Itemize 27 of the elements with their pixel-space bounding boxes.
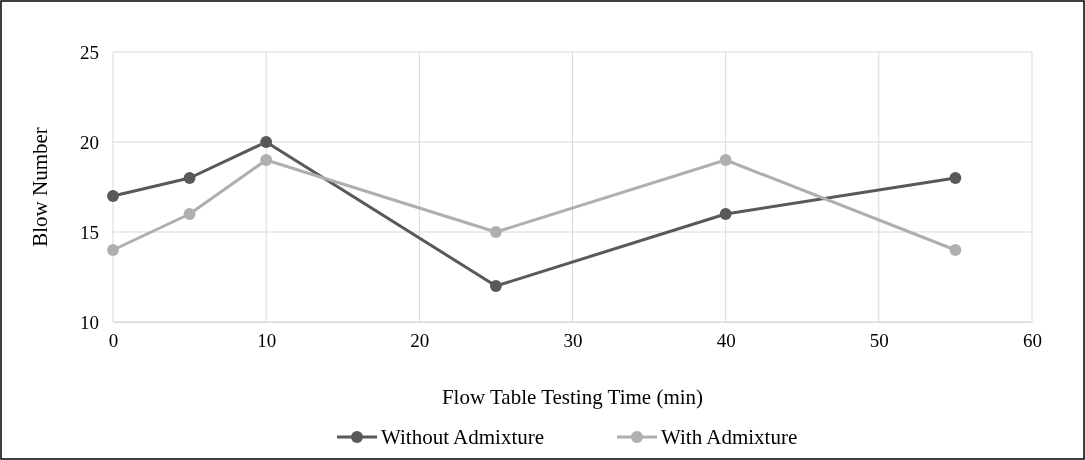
point — [949, 172, 962, 184]
point — [260, 154, 273, 166]
point — [260, 136, 273, 148]
y-tick-label: 25 — [80, 41, 99, 63]
y-tick-label: 20 — [80, 131, 99, 153]
x-tick-label: 10 — [257, 330, 277, 352]
x-tick-label: 40 — [716, 330, 736, 352]
y-tick-label: 10 — [80, 311, 99, 333]
x-tick-label: 20 — [410, 330, 430, 352]
x-tick-label: 60 — [1023, 330, 1042, 352]
point — [719, 154, 732, 166]
y-axis-title: Blow Number — [28, 127, 52, 247]
x-tick-label: 0 — [108, 330, 119, 352]
point — [490, 226, 502, 238]
point — [490, 280, 502, 292]
x-tick-label: 50 — [869, 330, 889, 352]
legend-label: With Admixture — [661, 425, 798, 449]
point — [107, 190, 119, 202]
point — [719, 208, 732, 220]
point — [949, 244, 962, 256]
x-tick-label: 30 — [563, 330, 583, 352]
y-tick-label: 15 — [80, 221, 99, 243]
point — [183, 208, 196, 220]
point — [183, 172, 196, 184]
x-axis-title: Flow Table Testing Time (min) — [441, 385, 704, 409]
legend-label: Without Admixture — [381, 425, 545, 449]
point — [107, 244, 119, 256]
